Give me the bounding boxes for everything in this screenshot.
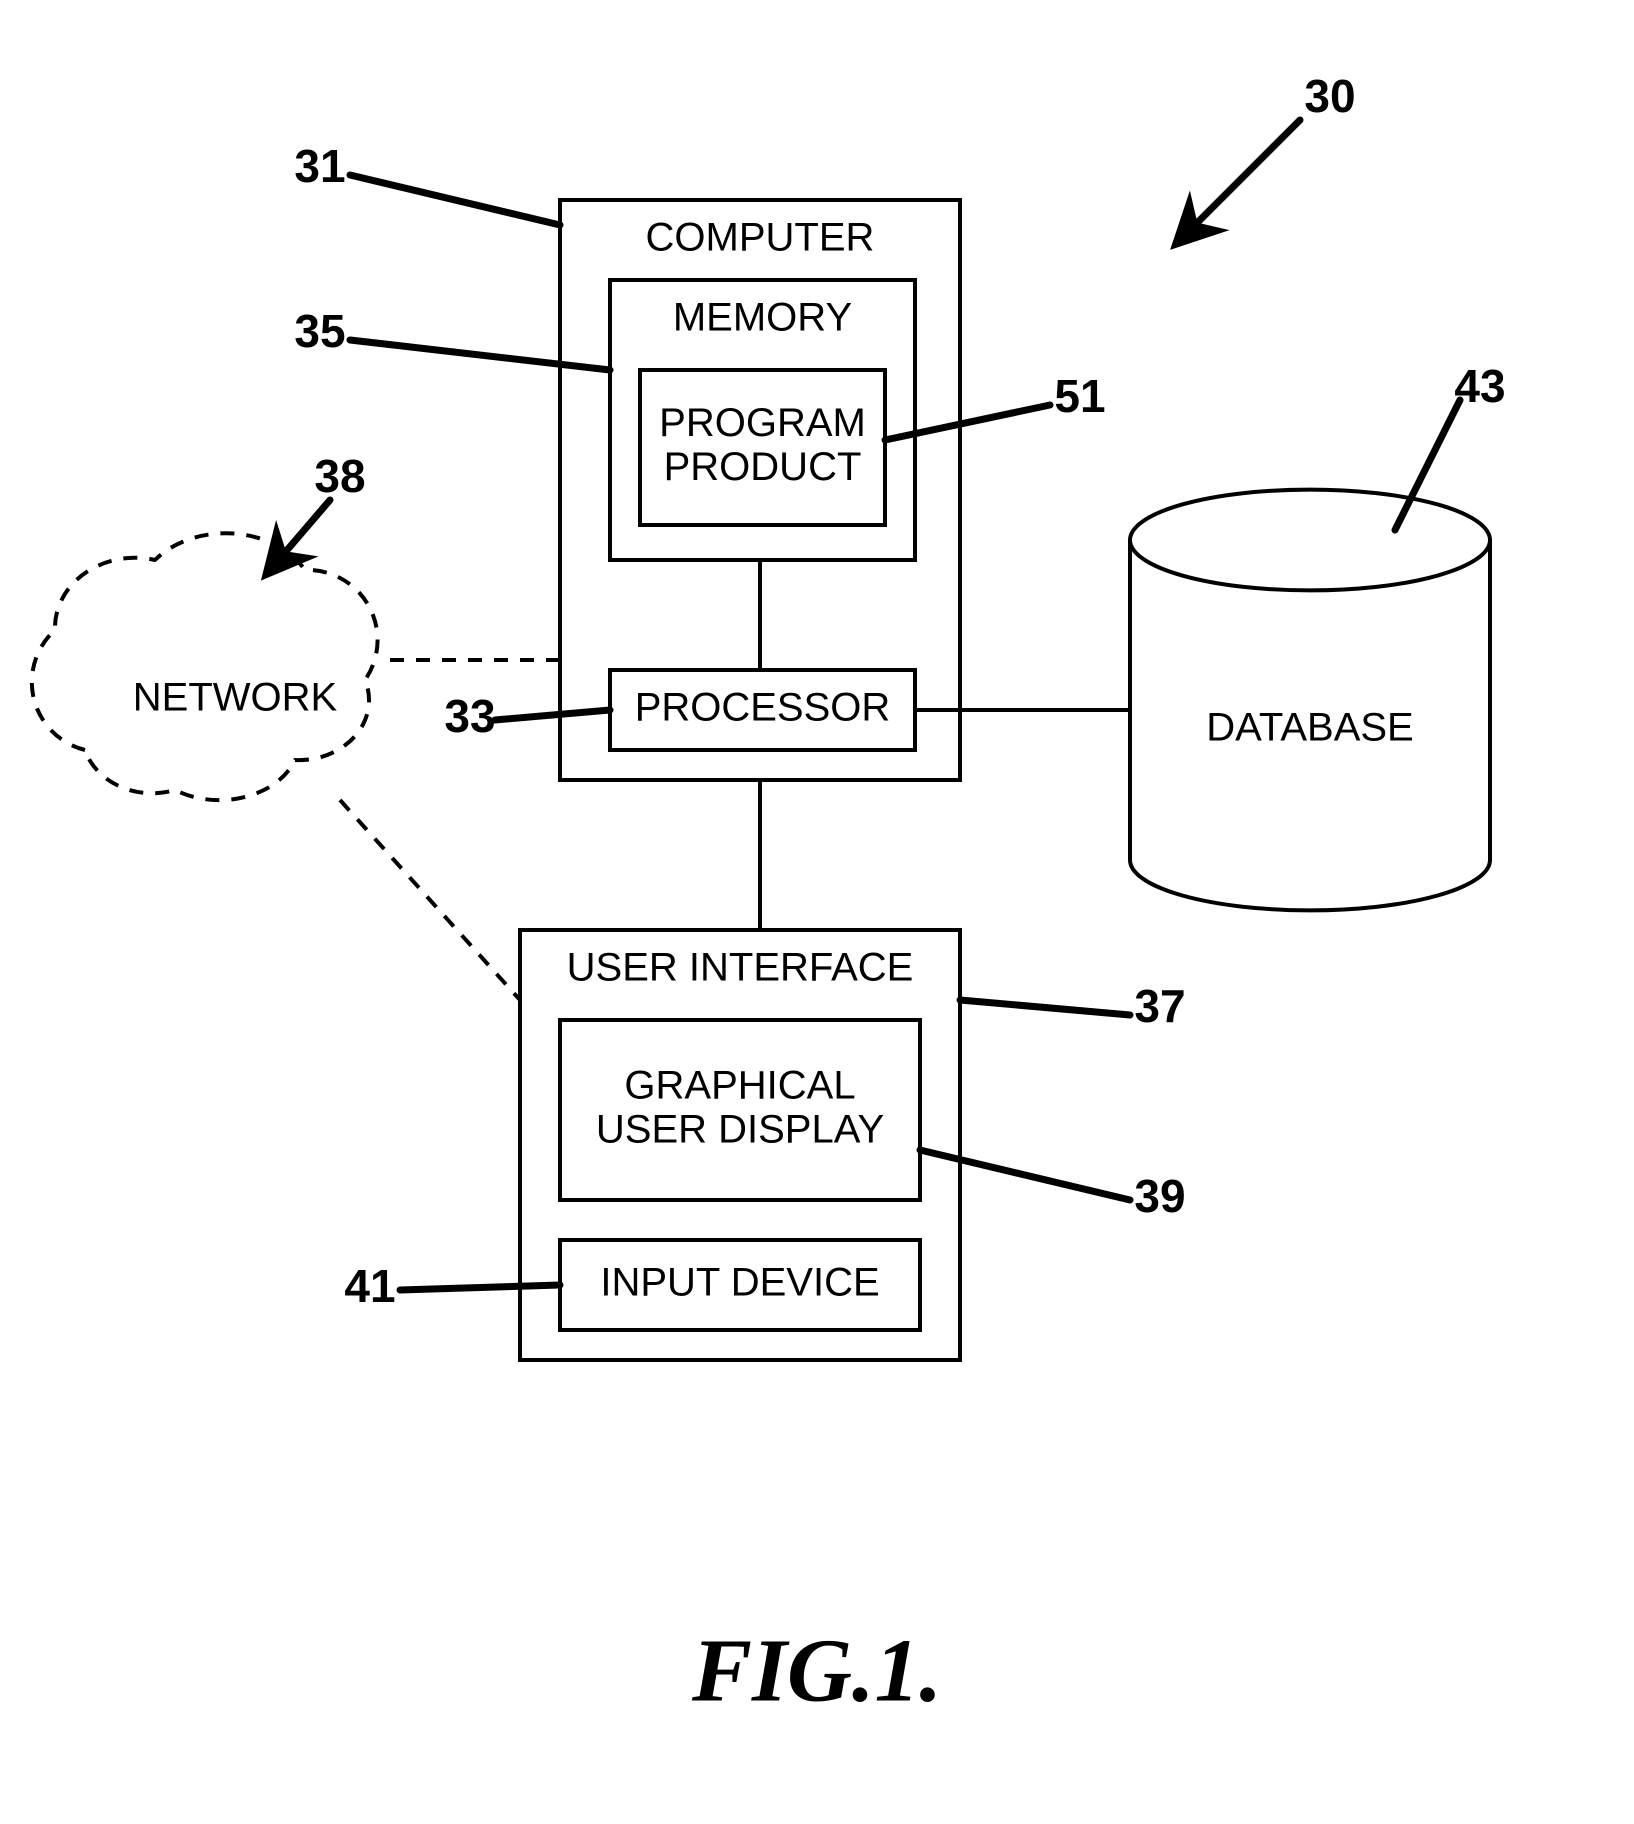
- program-label: PROGRAM: [659, 401, 866, 445]
- input-label: INPUT DEVICE: [600, 1261, 879, 1305]
- patent-diagram: COMPUTER MEMORY PROGRAMPRODUCT PROCESSOR USE…: [0, 0, 1634, 1824]
- ref-35: 35: [294, 305, 345, 357]
- processor-label: PROCESSOR: [635, 686, 891, 730]
- ref-37: 37: [1134, 980, 1185, 1032]
- ref-31: 31: [294, 140, 345, 192]
- ref-43: 43: [1454, 360, 1505, 412]
- ref-38: 38: [314, 450, 365, 502]
- leader-51: [885, 405, 1050, 440]
- gud-label: GRAPHICAL: [624, 1064, 855, 1108]
- leader-35: [350, 340, 610, 370]
- ref-41: 41: [344, 1260, 395, 1312]
- memory-label: MEMORY: [673, 296, 852, 340]
- leader-33: [495, 710, 610, 720]
- ui-label: USER INTERFACE: [567, 946, 914, 990]
- ref-39: 39: [1134, 1170, 1185, 1222]
- computer-label: COMPUTER: [646, 216, 875, 260]
- leader-41: [400, 1285, 560, 1290]
- ref-51: 51: [1054, 370, 1105, 422]
- network-label: NETWORK: [133, 676, 338, 720]
- ref-33: 33: [444, 690, 495, 742]
- leader-37: [960, 1000, 1130, 1015]
- leader-31: [350, 175, 560, 225]
- leader-30: [1180, 120, 1300, 240]
- ref-30: 30: [1304, 70, 1355, 122]
- program-label: PRODUCT: [664, 445, 862, 489]
- database-label: DATABASE: [1206, 706, 1413, 750]
- connector-network-ui: [340, 800, 520, 1000]
- network-cloud: [32, 533, 378, 800]
- database-top: [1130, 490, 1490, 591]
- gud-label: USER DISPLAY: [596, 1108, 884, 1152]
- leader-38: [270, 500, 330, 570]
- figure-label: FIG.1.: [691, 1622, 942, 1721]
- leader-39: [920, 1150, 1130, 1200]
